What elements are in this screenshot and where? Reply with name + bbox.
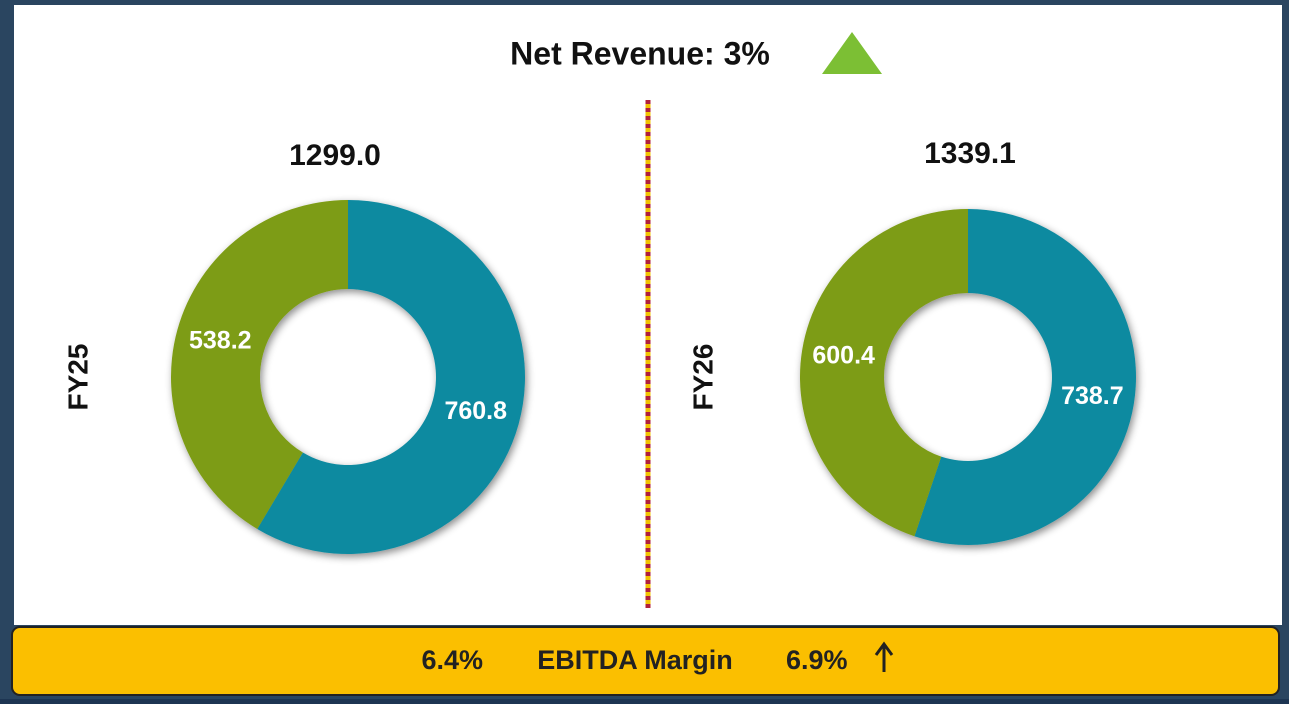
donut-segment <box>799 209 968 537</box>
data-label: 738.7 <box>1061 382 1124 410</box>
data-label: 600.4 <box>812 341 875 369</box>
data-label: 760.8 <box>444 397 507 425</box>
donut-chart <box>799 209 1136 545</box>
footer-bar <box>11 626 1280 696</box>
donut-segment <box>257 200 525 554</box>
footer-middle: EBITDA Margin <box>537 645 733 675</box>
donut-chart <box>171 200 525 554</box>
footer-left: 6.4% <box>421 645 483 675</box>
up-triangle <box>822 32 882 74</box>
data-label: 538.2 <box>189 326 252 354</box>
donut-total: 1339.1 <box>924 137 1016 170</box>
title: Net Revenue: 3% <box>510 35 770 71</box>
footer-right: 6.9% <box>786 645 848 675</box>
donut-total: 1299.0 <box>289 139 381 172</box>
period-label: FY25 <box>62 344 93 411</box>
donut-segment <box>171 200 348 529</box>
up-arrow <box>874 641 894 672</box>
donut-segment <box>914 209 1136 545</box>
period-label: FY26 <box>687 344 718 411</box>
